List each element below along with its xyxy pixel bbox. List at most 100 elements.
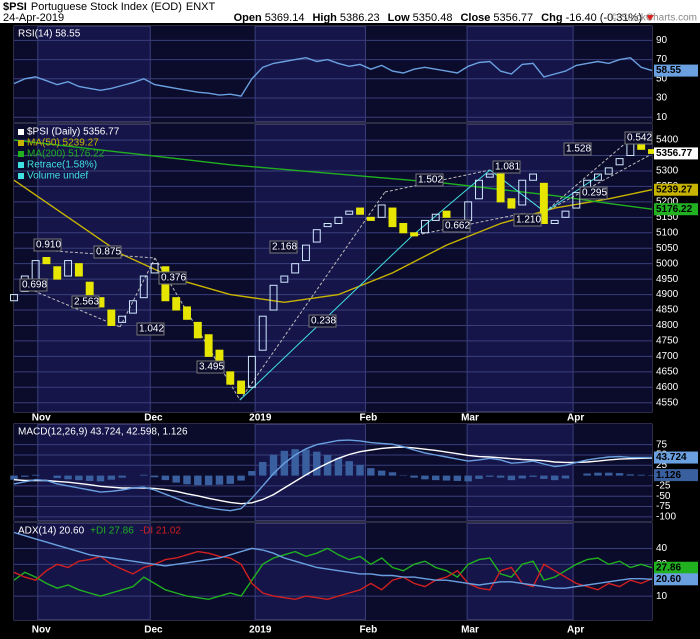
candle-body bbox=[572, 192, 581, 209]
candle-body bbox=[193, 321, 202, 339]
candle-body bbox=[420, 219, 429, 234]
candle-body bbox=[356, 207, 364, 215]
month-band bbox=[365, 523, 468, 620]
end-label-box bbox=[654, 573, 698, 586]
month-band bbox=[365, 26, 468, 122]
series-line bbox=[13, 531, 653, 589]
legend-item: $PSI (Daily) 5356.77 bbox=[27, 127, 120, 138]
end-label-box bbox=[654, 183, 698, 196]
y-tick-label: 50 bbox=[656, 73, 668, 84]
y-tick-label: 30 bbox=[656, 93, 668, 104]
y-tick-label: 5000 bbox=[656, 258, 679, 269]
histogram-bar bbox=[118, 475, 126, 478]
panel-bg bbox=[13, 423, 653, 522]
exchange: ENXT bbox=[186, 1, 216, 13]
histogram-bar bbox=[323, 454, 332, 476]
retrace-label-bg bbox=[492, 160, 521, 174]
histogram-bar bbox=[269, 454, 278, 476]
histogram-bar bbox=[583, 473, 591, 476]
histogram-bar bbox=[237, 475, 245, 481]
histogram-bar bbox=[540, 475, 548, 479]
x-tick-label: 2019 bbox=[249, 625, 272, 636]
end-label: 20.60 bbox=[656, 574, 681, 585]
histogram-bar bbox=[140, 474, 148, 476]
candle-body bbox=[507, 198, 516, 209]
credit: © StockCharts.com bbox=[611, 13, 697, 24]
histogram-bar bbox=[442, 475, 451, 481]
retrace-label-bg bbox=[415, 173, 444, 187]
legend-swatch bbox=[18, 173, 24, 179]
retrace-label: 0.910 bbox=[36, 240, 61, 251]
histogram-bar bbox=[31, 474, 40, 476]
histogram-bar bbox=[194, 475, 202, 486]
histogram-bar bbox=[561, 475, 570, 479]
histogram-bar bbox=[507, 475, 516, 481]
histogram-bar bbox=[367, 468, 375, 476]
histogram-bar bbox=[464, 475, 472, 482]
end-label-box bbox=[654, 561, 698, 574]
down-arrow bbox=[646, 15, 654, 21]
histogram-bar bbox=[291, 449, 299, 476]
candle-body bbox=[183, 306, 191, 320]
legend-item: Volume undef bbox=[27, 171, 88, 182]
candle-body bbox=[128, 300, 137, 314]
y-tick-label: 5200 bbox=[656, 197, 679, 208]
retrace-label-bg bbox=[563, 142, 592, 156]
y-tick-label: 10 bbox=[656, 591, 668, 602]
candle-body bbox=[593, 173, 602, 181]
y-tick-label: 4700 bbox=[656, 351, 679, 362]
retrace-label-bg bbox=[33, 238, 62, 252]
candle-body bbox=[172, 297, 181, 311]
histogram-bar bbox=[496, 475, 505, 478]
histogram-bar bbox=[150, 475, 159, 478]
legend-item: +DI 27.86 bbox=[90, 526, 134, 537]
y-tick-label: 5050 bbox=[656, 243, 679, 254]
candle-body bbox=[258, 315, 267, 351]
month-band bbox=[150, 26, 256, 122]
candle-body bbox=[139, 275, 148, 299]
y-tick-label: 4650 bbox=[656, 366, 679, 377]
index-name: Portuguese Stock Index (EOD) bbox=[31, 1, 182, 13]
histogram-bar bbox=[302, 449, 310, 476]
quote-label: Chg bbox=[541, 12, 562, 24]
legend-swatch bbox=[18, 151, 24, 157]
x-tick-label: Nov bbox=[32, 625, 51, 636]
series-line bbox=[13, 550, 653, 601]
candle-body bbox=[366, 216, 375, 221]
y-tick-label: 5400 bbox=[656, 135, 679, 146]
moving-average bbox=[13, 179, 653, 304]
candle-body bbox=[410, 232, 419, 237]
histogram-bar bbox=[96, 475, 105, 482]
y-tick-label: 4550 bbox=[656, 397, 679, 408]
end-label-box bbox=[654, 64, 698, 77]
retrace-label: 0.662 bbox=[445, 221, 470, 232]
month-band bbox=[14, 424, 38, 521]
retrace-label: 0.542 bbox=[627, 133, 652, 144]
retrace-label-bg bbox=[71, 295, 100, 309]
quote-value: 5350.48 bbox=[413, 12, 453, 24]
candle-body bbox=[518, 179, 527, 206]
candle-body bbox=[42, 256, 51, 265]
y-tick-label: 4950 bbox=[656, 274, 679, 285]
legend-item: RSI(14) 58.55 bbox=[18, 29, 81, 40]
candle-body bbox=[388, 207, 397, 228]
y-tick-label: 5150 bbox=[656, 212, 679, 223]
histogram-bar bbox=[388, 472, 397, 476]
legend-swatch bbox=[18, 162, 24, 168]
histogram-bar bbox=[356, 464, 364, 476]
quote-label: Open bbox=[234, 12, 262, 24]
candle-body bbox=[291, 263, 300, 274]
retrace-label-bg bbox=[136, 322, 165, 336]
histogram-bar bbox=[377, 470, 386, 476]
x-tick-label: Mar bbox=[461, 625, 479, 636]
histogram-bar bbox=[453, 475, 462, 481]
y-tick-label: 5300 bbox=[656, 166, 679, 177]
y-tick-label: 5100 bbox=[656, 227, 679, 238]
quote-value: 5369.14 bbox=[265, 12, 305, 24]
candle-body bbox=[345, 210, 354, 215]
histogram-bar bbox=[345, 461, 353, 476]
candle-body bbox=[529, 173, 538, 181]
histogram-bar bbox=[432, 475, 440, 481]
y-tick-label: 4600 bbox=[656, 382, 679, 393]
panel-bg bbox=[13, 123, 653, 413]
